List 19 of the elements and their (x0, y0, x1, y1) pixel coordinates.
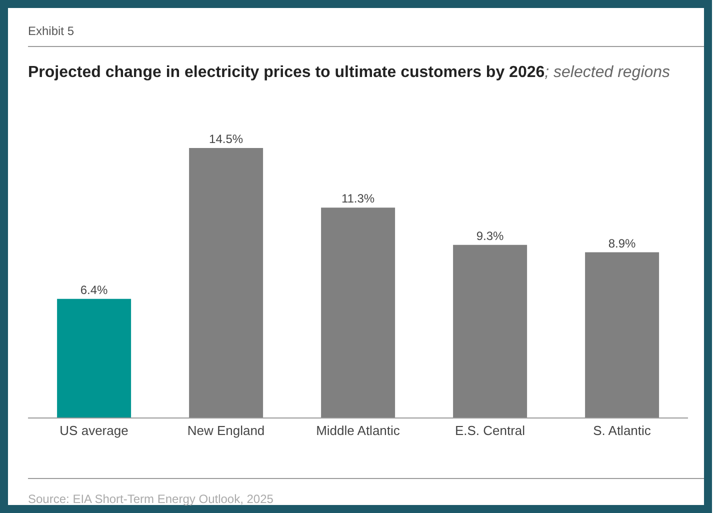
bar (57, 298, 132, 418)
x-tick-label: US average (60, 423, 128, 438)
x-tick-label: Middle Atlantic (316, 423, 400, 438)
x-tick-label: S. Atlantic (593, 423, 652, 438)
chart-subtitle: ; selected regions (544, 64, 670, 81)
bar (585, 252, 660, 418)
data-label: 11.3% (341, 192, 375, 206)
data-label: 14.5% (209, 132, 244, 146)
bar (453, 244, 528, 418)
chart-title: Projected change in electricity prices to ultimate customers by 2026 (28, 64, 545, 81)
data-label: 6.4% (80, 282, 108, 297)
x-tick-label: E.S. Central (454, 423, 526, 438)
text: Exhibit 5 (28, 24, 74, 38)
x-tick-label: New England (187, 423, 265, 438)
data-label: 9.3% (476, 228, 504, 243)
bar (189, 148, 264, 418)
data-label: 8.9% (608, 236, 636, 250)
source-note: Source: EIA Short-Term Energy Outlook, 2025 (28, 492, 274, 506)
bar (321, 208, 396, 418)
